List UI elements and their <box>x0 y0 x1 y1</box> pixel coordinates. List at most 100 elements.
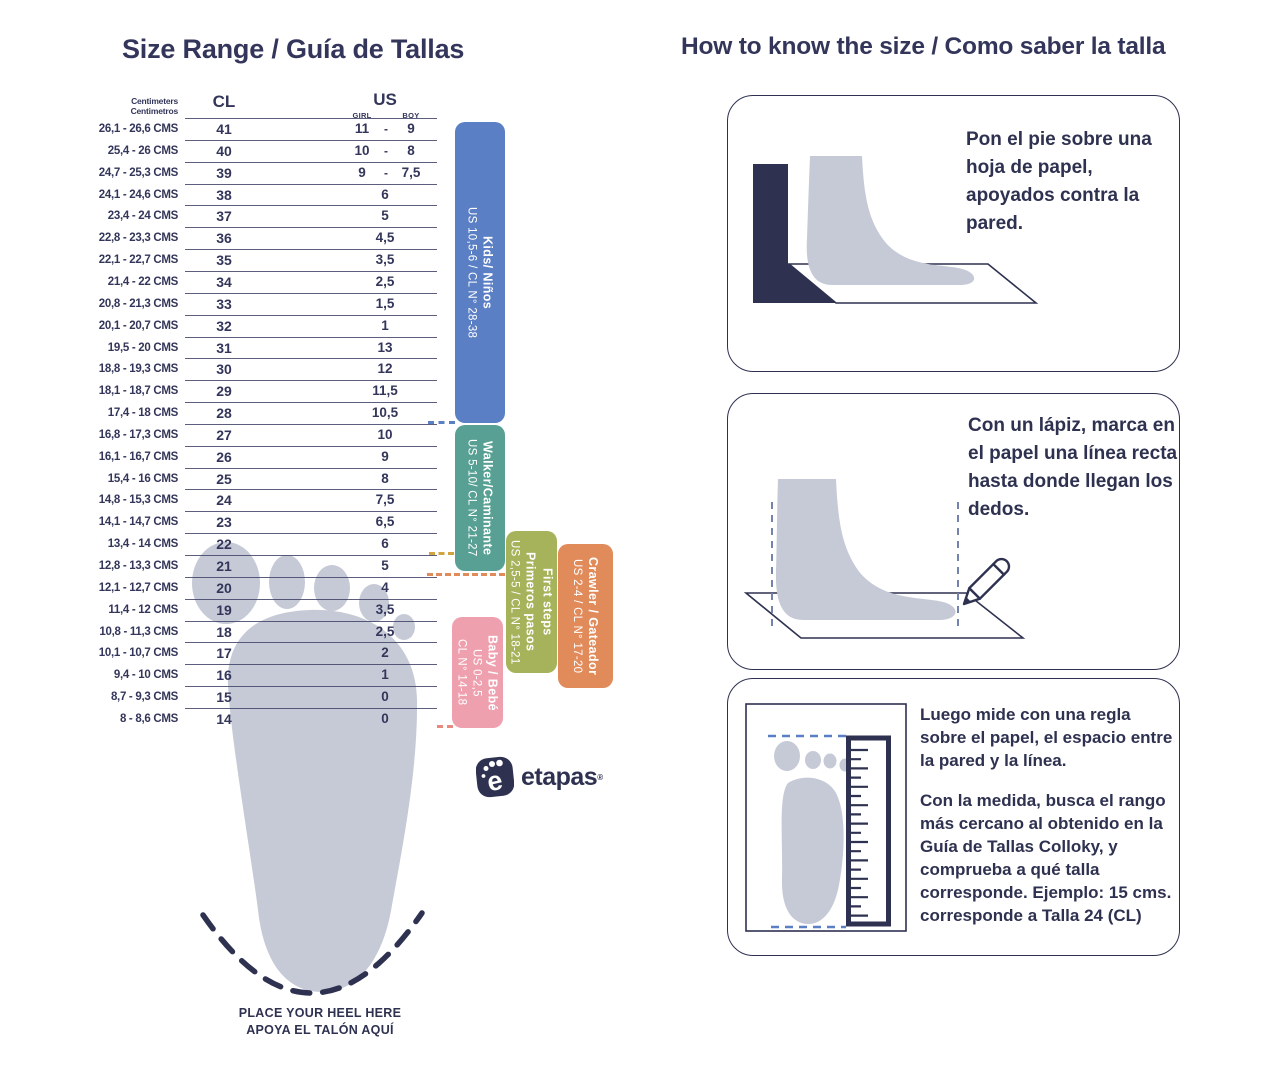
us-size-cell: 8 <box>330 468 440 490</box>
stage-band-first-steps: First steps Primeros pasos US 2,5-5 / CL N… <box>506 531 557 673</box>
cl-size-cell: 23 <box>216 514 232 531</box>
girl-boy-separator: - <box>384 143 388 158</box>
cm-range-cell: 20,1 - 20,7 CMS <box>98 319 179 332</box>
step-3-illustration <box>745 703 907 932</box>
table-row: 23,4 - 24 CMS 37 5 <box>86 205 437 227</box>
cl-size-cell: 26 <box>216 448 232 465</box>
step-3-text-1: Luego mide con una regla sobre el papel,… <box>920 705 1173 770</box>
cl-size-cell: 16 <box>216 667 232 684</box>
band-range-2: CL N° 14-18 <box>455 639 468 706</box>
us-size-cell: 6 <box>330 533 440 555</box>
us-size: 13 <box>377 339 393 355</box>
measure-dashed-lines <box>768 734 846 929</box>
us-size-cell: 1 <box>330 315 440 337</box>
girl-boy-separator: - <box>384 122 388 136</box>
cm-range-cell: 24,1 - 24,6 CMS <box>98 188 179 201</box>
us-size: 10,5 <box>371 405 399 421</box>
table-row: 21,4 - 22 CMS 34 2,5 <box>86 270 440 293</box>
cm-range-cell: 12,8 - 13,3 CMS <box>98 560 179 572</box>
cm-range-cell: 10,1 - 10,7 CMS <box>98 647 179 660</box>
step-2-panel: Con un lápiz, marca en el papel una líne… <box>727 393 1180 670</box>
foot-body-shape <box>227 609 418 992</box>
us-size: 0 <box>381 689 389 705</box>
table-row: 12,1 - 12,7 CMS 20 4 <box>86 576 440 599</box>
cl-size-cell: 19 <box>216 601 232 618</box>
us-size-cell: 10- 8 <box>330 140 440 162</box>
cl-size-cell: 25 <box>216 470 232 487</box>
us-size-cell: 4 <box>330 577 440 599</box>
cl-size-cell: 30 <box>216 361 232 378</box>
us-size: 1,5 <box>375 295 395 311</box>
band-range: US 10,5-6 / CL N° 28-38 <box>465 206 478 339</box>
column-header-girl: GIRL <box>352 111 372 120</box>
cm-range-cell: 26,1 - 26,6 CMS <box>98 123 179 135</box>
step-3-panel: Luego mide con una regla sobre el papel,… <box>727 678 1180 956</box>
us-size-cell: 5 <box>330 555 440 577</box>
etapas-logo: e etapas ® <box>476 755 603 799</box>
pencil-icon <box>962 557 1011 606</box>
toe-shape <box>269 555 305 609</box>
cm-range-cell: 14,8 - 15,3 CMS <box>98 494 179 507</box>
us-size: 9 <box>381 448 389 464</box>
cm-range-cell: 10,8 - 11,3 CMS <box>99 625 178 638</box>
table-row: 11,4 - 12 CMS 19 3,5 <box>86 598 437 621</box>
baby-range-dash <box>437 725 453 728</box>
column-header-cl: CL <box>212 92 236 111</box>
cm-range-cell: 8,7 - 9,3 CMS <box>110 691 178 704</box>
band-range: US 2-4 / CL N° 17-20 <box>571 558 583 674</box>
cm-range-cell: 16,1 - 16,7 CMS <box>98 450 179 463</box>
band-name: Walker/Caminante <box>480 440 495 556</box>
us-size-cell: 2,5 <box>330 271 440 293</box>
us-size-cell: 10,5 <box>330 402 440 424</box>
us-size: 10 <box>377 426 393 442</box>
table-row: 25,4 - 26 CMS 40 10- 8 <box>86 139 440 162</box>
cl-size-cell: 34 <box>216 273 232 290</box>
us-girl-size: 10 <box>354 142 370 158</box>
table-row: 17,4 - 18 CMS 28 10,5 <box>86 402 437 424</box>
table-row: 18,1 - 18,7 CMS 29 11,5 <box>86 380 437 402</box>
table-row: 19,5 - 20 CMS 31 13 <box>86 336 440 359</box>
table-row: 8 - 8,6 CMS 14 0 <box>86 707 437 730</box>
band-name: Kids/ Niños <box>480 235 495 310</box>
table-row: 10,8 - 11,3 CMS 18 2,5 <box>86 620 437 643</box>
table-row: 22,8 - 23,3 CMS 36 4,5 <box>86 227 437 249</box>
us-size: 5 <box>381 208 389 224</box>
column-header-centimeters: Centimeters Centimetros <box>86 96 179 116</box>
big-toe-shape <box>192 542 260 624</box>
us-size: 3,5 <box>375 252 395 268</box>
stage-band-baby: Baby / Bebé US 0-2,5 CL N° 14-18 <box>452 617 503 728</box>
us-size-cell: 13 <box>330 337 440 359</box>
us-size-cell: 11- 9 <box>330 118 440 140</box>
toe-shape <box>393 614 415 640</box>
band-range: US 2,5-5 / CL N° 18-21 <box>508 539 521 665</box>
cl-size-cell: 15 <box>216 689 232 706</box>
cm-range-cell: 12,1 - 12,7 CMS <box>98 581 179 594</box>
stage-band-walker: Walker/Caminante US 5-10/ CL N° 21-27 <box>455 425 505 571</box>
us-size: 11,5 <box>372 383 398 399</box>
us-size: 7,5 <box>375 492 395 508</box>
size-range-title: Size Range / Guía de Tallas <box>122 34 465 64</box>
cl-size-cell: 28 <box>216 405 232 422</box>
band-name: First steps <box>540 568 555 636</box>
table-row: 12,8 - 13,3 CMS 21 5 <box>86 555 437 577</box>
ruler-tick-marks <box>851 748 868 917</box>
cm-range-cell: 11,4 - 12 CMS <box>108 603 178 616</box>
cl-size-cell: 33 <box>216 295 232 312</box>
how-to-title: How to know the size / Como saber la tal… <box>681 33 1166 60</box>
us-size-cell: 6 <box>330 184 440 206</box>
table-row: 18,8 - 19,3 CMS 30 12 <box>86 358 437 380</box>
table-row: 26,1 - 26,6 CMS 41 11- 9 <box>86 118 437 140</box>
us-size: 8 <box>381 470 389 486</box>
cl-size-cell: 31 <box>216 339 232 356</box>
us-size: 6 <box>381 536 389 552</box>
us-size-cell: 0 <box>330 686 440 708</box>
cl-size-cell: 14 <box>216 710 232 727</box>
us-size-cell: 6,5 <box>330 511 440 533</box>
us-size: 5 <box>381 558 389 573</box>
us-size: 2 <box>381 645 389 661</box>
us-size-cell: 2 <box>330 642 440 664</box>
crawler-range-dash <box>427 573 505 576</box>
cl-size-cell: 35 <box>216 252 232 269</box>
cm-range-cell: 9,4 - 10 CMS <box>113 669 178 682</box>
us-size: 0 <box>381 710 389 726</box>
